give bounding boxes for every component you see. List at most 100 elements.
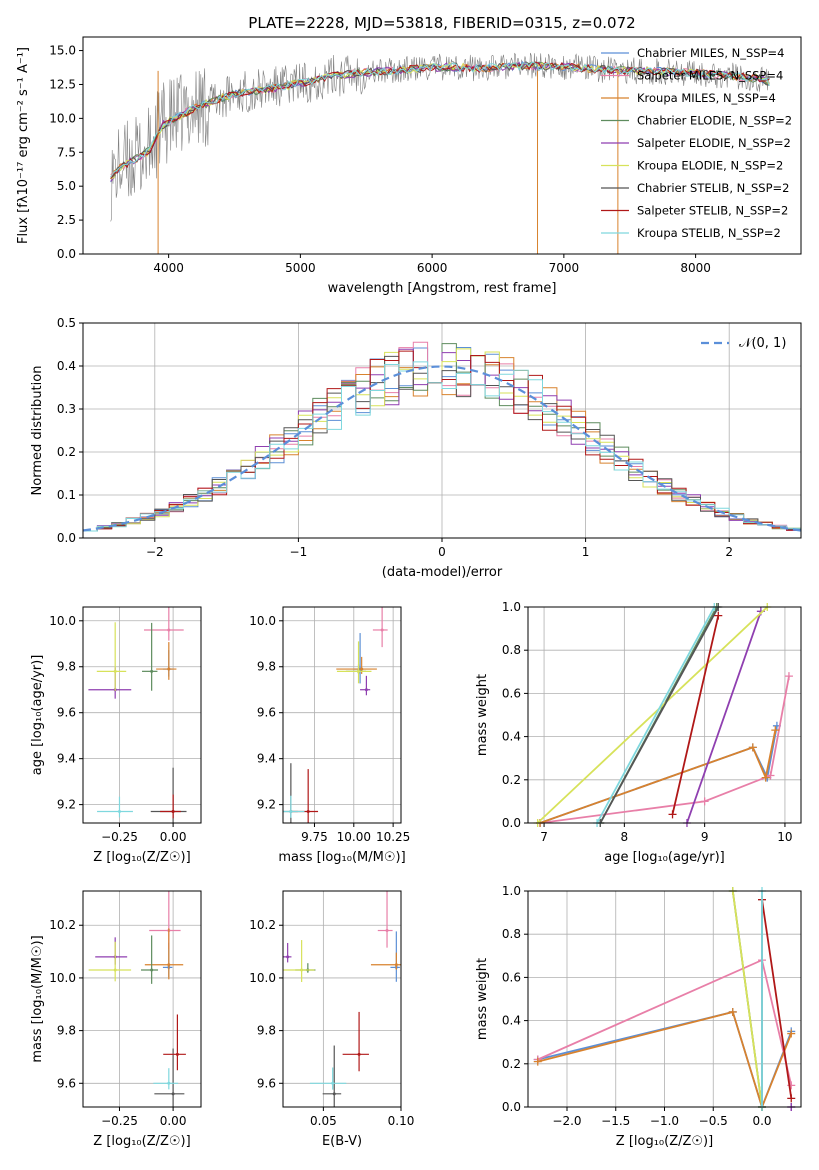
massweight_vs_Z-panel: −2.0 −1.5 −1.0 −0.5 0.0 0.0 0.2 0.4 0.6 0.8 1.0 Z [… [475, 884, 802, 1149]
data-point [300, 968, 304, 972]
mass_vs_Z-frame [82, 890, 202, 1108]
errorbar-salpeter-elodie [88, 667, 132, 699]
age_vs_Z-panel: −0.25 0.00 9.2 9.4 9.6 9.8 10.0 Z [log₁₀(Z/Z☉)]… [30, 606, 202, 865]
data-point [286, 955, 290, 959]
y-tick-label: 0.5 [57, 316, 76, 330]
x-tick-label: 9.75 [301, 830, 328, 844]
y-tick-label: 0.6 [502, 970, 521, 984]
x-tick-label: −2.0 [552, 1114, 581, 1128]
legend-label-chabrier-miles: Chabrier MILES, N_SSP=4 [637, 46, 784, 60]
age_vs_mass-marks [283, 607, 388, 823]
age_vs_mass-frame [282, 606, 402, 824]
data-point [113, 669, 117, 673]
age_vs_mass-grid [283, 607, 401, 823]
data-point [364, 688, 368, 692]
legend-label-kroupa-elodie: Kroupa ELODIE, N_SSP=2 [637, 159, 783, 173]
errorbar-chabrier-stelib [150, 767, 187, 823]
errorbar-kroupa-stelib [283, 795, 305, 818]
errorbar-kroupa-miles [370, 952, 401, 970]
series-line [537, 1010, 793, 1110]
data-point [167, 628, 171, 632]
massweight_vs_age-grid [528, 606, 801, 824]
errorbar-chabrier-elodie [295, 963, 316, 973]
series-line [539, 725, 778, 824]
series-line [596, 606, 716, 824]
data-point [787, 1094, 796, 1103]
data-point [714, 611, 723, 620]
spectrum-marks [110, 52, 770, 254]
spectrum-legend: Chabrier MILES, N_SSP=4 Salpeter MILES, N… [601, 46, 792, 240]
y-tick-label: 0.1 [57, 488, 76, 502]
y-tick-label: 0.0 [502, 816, 521, 830]
y-tick-label: 0.0 [57, 531, 76, 545]
x-tick-label: 8000 [680, 261, 711, 275]
y-tick-label: 2.5 [57, 213, 76, 227]
x-tick-label: 10.00 [337, 830, 371, 844]
legend-label-normal: 𝒩(0, 1) [739, 336, 786, 351]
data-point [700, 797, 709, 806]
x-tick-label: −1.0 [650, 1114, 679, 1128]
histogram-salpeter-stelib [83, 350, 801, 532]
y-tick-label: 12.5 [49, 77, 76, 91]
x-tick-label: 7 [540, 830, 548, 844]
data-point [113, 968, 117, 972]
x-tick-label: 0.05 [310, 1114, 337, 1128]
y-axis-label: age [log₁₀(age/yr)] [30, 655, 45, 776]
x-tick-label: 5000 [285, 261, 316, 275]
y-tick-label: 1.0 [502, 884, 521, 898]
age_vs_mass-panel: 9.75 10.00 10.25 9.2 9.4 9.6 9.8 10.0 mass [log₁… [249, 606, 410, 865]
data-point [394, 963, 398, 967]
mass_vs_EBV-marks [283, 891, 401, 1107]
errorbar-salpeter-elodie [95, 937, 128, 965]
legend-label-chabrier-elodie: Chabrier ELODIE, N_SSP=2 [637, 114, 792, 128]
errorbar-salpeter-elodie [360, 675, 371, 696]
massweight_vs_Z-frame [527, 890, 802, 1108]
mass_vs_Z-grid [83, 891, 201, 1107]
data-point [175, 1052, 179, 1056]
x-axis-label: wavelength [Angstrom, rest frame] [328, 281, 557, 296]
data-point [167, 1081, 171, 1085]
x-tick-label: 2 [725, 545, 733, 559]
data-point [167, 667, 171, 671]
y-tick-label: 10.2 [249, 918, 276, 932]
y-tick-label: 9.8 [57, 1024, 76, 1038]
y-tick-label: 0.0 [502, 1100, 521, 1114]
errorbar-salpeter-miles [372, 607, 388, 648]
x-tick-label: −0.5 [699, 1114, 728, 1128]
data-point [357, 669, 361, 673]
errorbar-kroupa-elodie [96, 622, 127, 691]
observed-spectrum [110, 52, 770, 222]
y-tick-label: 9.2 [257, 798, 276, 812]
x-tick-label: −2 [146, 545, 164, 559]
x-axis-label: (data-model)/error [382, 565, 503, 580]
residuals-frame [82, 322, 802, 539]
y-tick-label: 0.2 [57, 445, 76, 459]
errorbar-chabrier-elodie [142, 622, 158, 691]
data-point [748, 743, 757, 752]
data-point [787, 1029, 796, 1038]
errorbar-salpeter-stelib [163, 1014, 186, 1071]
x-tick-label: −1 [290, 545, 308, 559]
residuals-marks [82, 341, 802, 532]
histogram-kroupa-stelib [83, 361, 801, 532]
y-tick-label: 0.8 [502, 927, 521, 941]
y-tick-label: 9.2 [57, 798, 76, 812]
y-axis-label: mass [log₁₀(M/M☉)] [30, 935, 45, 1062]
y-tick-label: 0.2 [502, 773, 521, 787]
data-point [766, 771, 775, 780]
age_vs_Z-grid [83, 607, 201, 823]
series-line [686, 611, 762, 824]
age_vs_Z-frame [82, 606, 202, 824]
y-tick-label: 9.8 [57, 660, 76, 674]
y-tick-label: 0.8 [502, 643, 521, 657]
errorbar-kroupa-elodie [283, 940, 315, 983]
x-tick-label: −1.5 [601, 1114, 630, 1128]
legend-label-salpeter-miles: Salpeter MILES, N_SSP=4 [637, 69, 783, 83]
y-tick-label: 7.5 [57, 145, 76, 159]
x-tick-label: 0.10 [388, 1114, 415, 1128]
legend-label-chabrier-stelib: Chabrier STELIB, N_SSP=2 [637, 181, 789, 195]
errorbar-chabrier-miles [162, 942, 173, 978]
x-axis-label: Z [log₁₀(Z/Z☉)] [616, 1134, 713, 1149]
series-kroupa-elodie [728, 887, 766, 1111]
series-kroupa-elodie [533, 603, 772, 827]
